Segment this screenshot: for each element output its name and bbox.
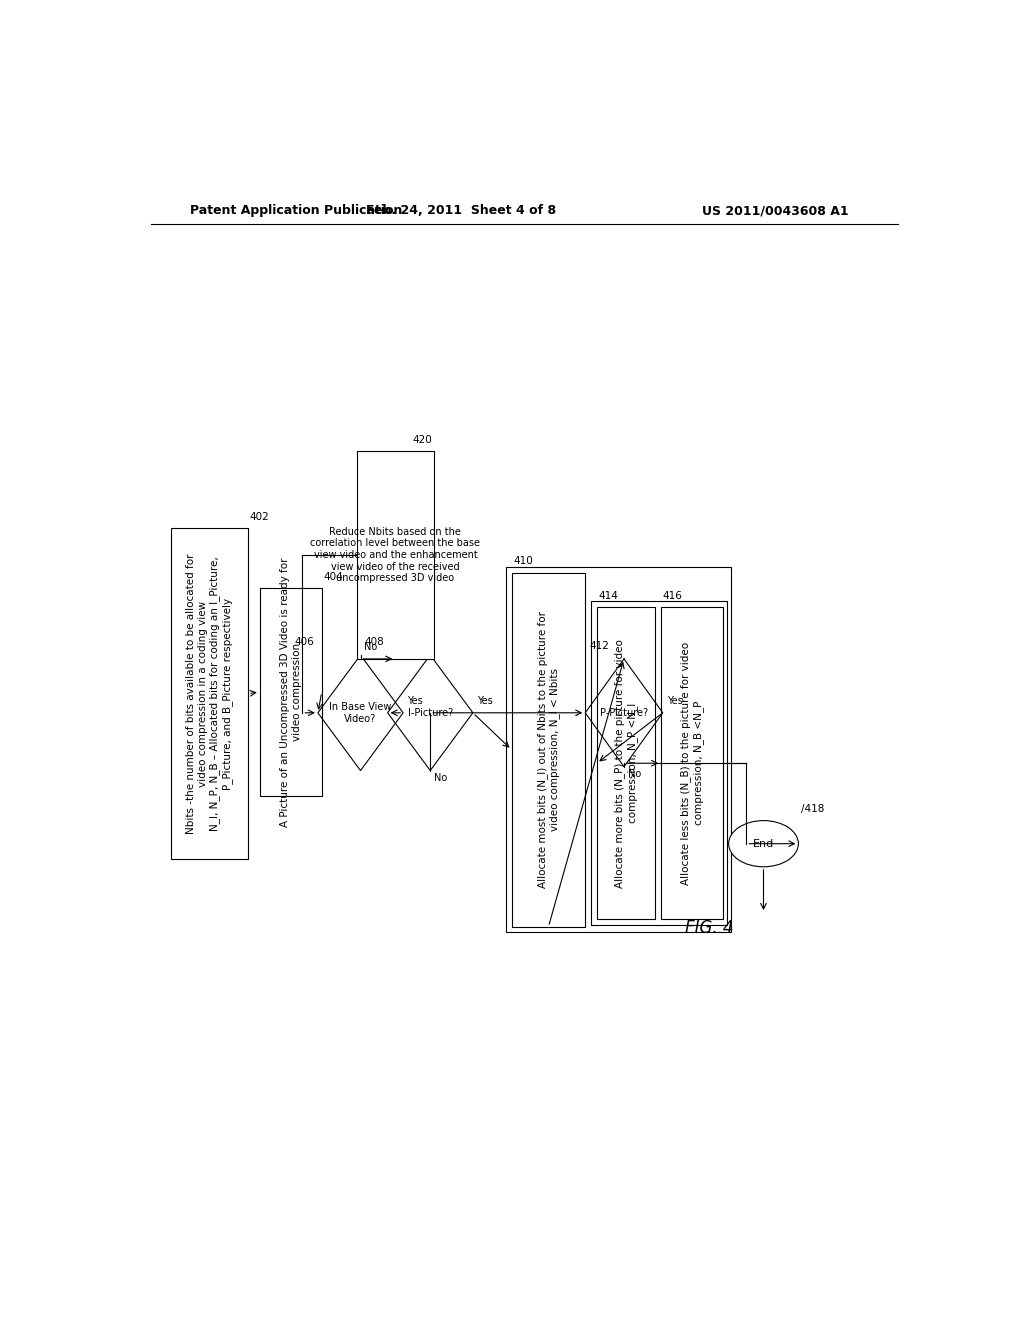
Text: Allocate most bits (N_I) out of Nbits to the picture for
video compression, N_I : Allocate most bits (N_I) out of Nbits to… (537, 611, 560, 888)
Text: Reduce Nbits based on the
correlation level between the base
view video and the : Reduce Nbits based on the correlation le… (310, 527, 480, 583)
Text: 414: 414 (598, 591, 618, 601)
Text: FIG. 4: FIG. 4 (685, 920, 733, 937)
Text: 420: 420 (413, 434, 432, 445)
Text: 410: 410 (513, 557, 532, 566)
Text: P-Picture?: P-Picture? (600, 708, 648, 718)
Text: 408: 408 (364, 638, 384, 647)
Text: 406: 406 (294, 638, 314, 647)
Text: A Picture of an Uncompressed 3D Video is ready for
video compression: A Picture of an Uncompressed 3D Video is… (280, 557, 301, 826)
Text: I-Picture?: I-Picture? (408, 708, 453, 718)
Bar (260, 589, 322, 796)
Text: US 2011/0043608 A1: US 2011/0043608 A1 (701, 205, 848, 218)
Text: Yes: Yes (477, 696, 493, 706)
Text: 402: 402 (250, 512, 269, 521)
Text: No: No (434, 774, 447, 783)
Text: Nbits -the number of bits available to be allocated for
video compression in a c: Nbits -the number of bits available to b… (186, 553, 232, 834)
Text: Yes: Yes (667, 696, 682, 706)
Text: No: No (365, 643, 378, 652)
Bar (662, 607, 723, 919)
Text: Allocate less bits (N_B) to the picture for video
compression, N_B <N_P: Allocate less bits (N_B) to the picture … (681, 642, 703, 884)
Bar (171, 528, 248, 859)
Bar (506, 566, 731, 932)
Bar (597, 607, 655, 919)
Text: Yes: Yes (407, 696, 423, 706)
Text: In Base View
Video?: In Base View Video? (330, 702, 392, 723)
Text: /418: /418 (801, 804, 824, 814)
Bar (592, 601, 727, 924)
Bar (512, 573, 586, 927)
Ellipse shape (729, 821, 799, 867)
Bar (356, 451, 434, 659)
Text: 412: 412 (589, 642, 609, 651)
Text: Feb. 24, 2011  Sheet 4 of 8: Feb. 24, 2011 Sheet 4 of 8 (367, 205, 556, 218)
Text: Allocate more bits (N_P) to the picture for video
compression, N_P <N_I: Allocate more bits (N_P) to the picture … (614, 639, 638, 887)
Text: No: No (628, 770, 641, 779)
Text: End: End (753, 838, 774, 849)
Text: 404: 404 (324, 572, 343, 582)
Text: 416: 416 (663, 591, 683, 601)
Text: Patent Application Publication: Patent Application Publication (190, 205, 402, 218)
